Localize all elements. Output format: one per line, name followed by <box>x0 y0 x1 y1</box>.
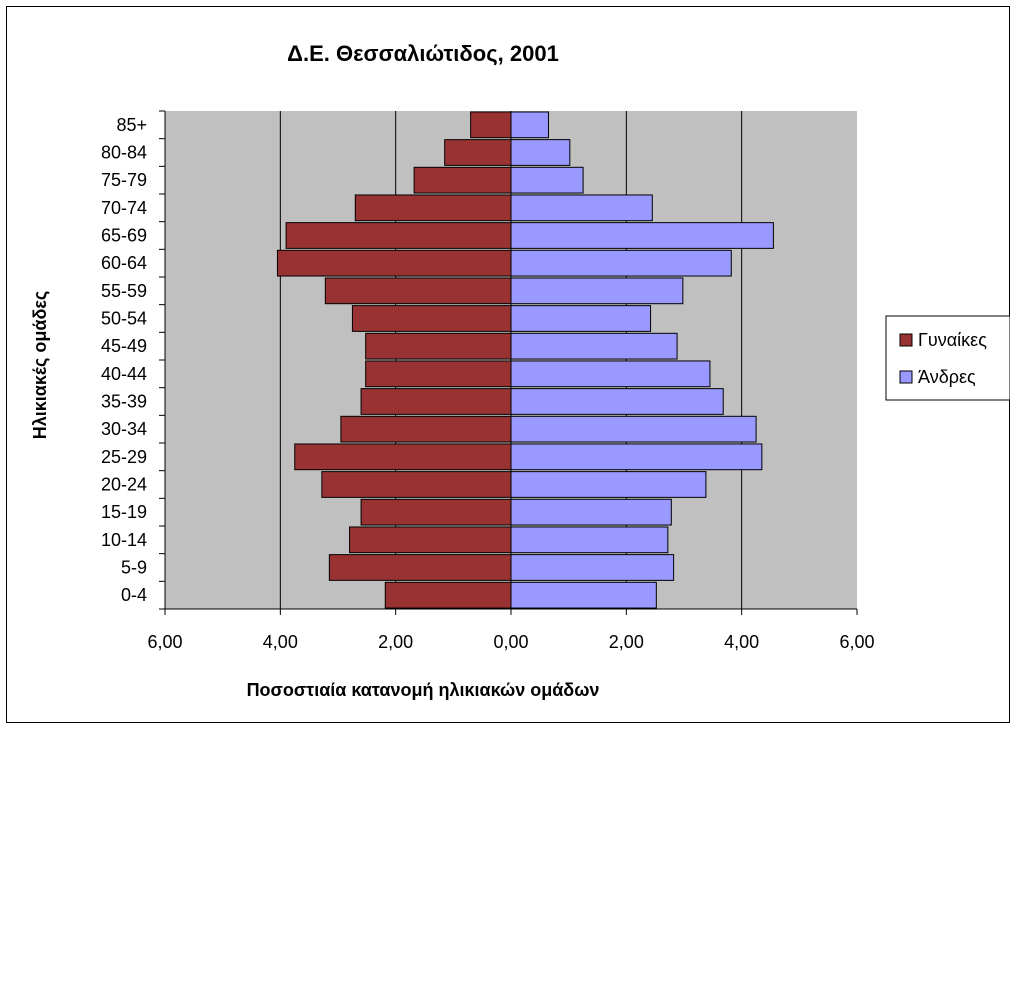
bar-men-20-24 <box>510 471 707 498</box>
y-tick-label: 45-49 <box>101 336 147 356</box>
bar-men-5-9 <box>510 554 675 581</box>
legend-swatch-men <box>899 370 913 384</box>
bar-men-15-19 <box>510 498 672 526</box>
y-tick-label: 80-84 <box>101 143 147 163</box>
bar-women-0-4 <box>384 581 512 609</box>
y-tick-label: 5-9 <box>121 558 147 578</box>
y-tick-label: 40-44 <box>101 364 147 384</box>
bar-men-35-39 <box>510 388 724 415</box>
y-tick-label: 10-14 <box>101 530 147 550</box>
bar-women-60-64 <box>276 249 512 277</box>
y-tick-label: 75-79 <box>101 170 147 190</box>
y-tick-label: 60-64 <box>101 253 147 273</box>
x-tick-label: 4,00 <box>263 632 298 652</box>
x-axis-title: Ποσοστιαία κατανομή ηλικιακών ομάδων <box>247 680 600 700</box>
bar-women-45-49 <box>365 332 512 360</box>
y-tick-label: 15-19 <box>101 502 147 522</box>
bar-women-55-59 <box>324 277 512 305</box>
bar-women-35-39 <box>360 388 512 415</box>
plot-area: 6,00 4,00 2,00 0,00 2,00 4,00 6,00 0-4 5-9 10-14 1… <box>101 110 875 652</box>
x-tick-label: 0,00 <box>493 632 528 652</box>
y-tick-label: 30-34 <box>101 419 147 439</box>
bar-women-70-74 <box>354 194 512 222</box>
legend-swatch-women <box>899 333 913 347</box>
bar-women-65-69 <box>285 222 512 249</box>
y-tick-label: 20-24 <box>101 475 147 495</box>
bar-men-25-29 <box>510 443 763 471</box>
bar-men-10-14 <box>510 526 669 554</box>
x-tick-label: 6,00 <box>147 632 182 652</box>
x-tick-label: 2,00 <box>609 632 644 652</box>
x-tick-label: 4,00 <box>724 632 759 652</box>
legend-label-men: Άνδρες <box>918 367 976 387</box>
bar-men-60-64 <box>510 249 732 277</box>
x-tick-label: 6,00 <box>839 632 874 652</box>
bar-men-30-34 <box>510 415 757 443</box>
bar-women-10-14 <box>349 526 512 554</box>
y-tick-label: 85+ <box>116 115 147 135</box>
bar-women-40-44 <box>365 360 512 388</box>
y-tick-label: 25-29 <box>101 447 147 467</box>
bar-men-75-79 <box>510 166 584 194</box>
x-tick-label: 2,00 <box>378 632 413 652</box>
y-tick-label: 65-69 <box>101 226 147 246</box>
bar-men-40-44 <box>510 360 711 388</box>
bar-women-5-9 <box>328 554 512 581</box>
y-tick-label: 70-74 <box>101 198 147 218</box>
chart-frame: Δ.Ε. Θεσσαλιώτιδος, 2001 6,00 4,00 2,00 0,0… <box>6 6 1016 1006</box>
bar-women-85+ <box>470 111 512 139</box>
bar-women-20-24 <box>321 471 512 498</box>
y-axis-title: Ηλικιακές ομάδες <box>30 291 50 440</box>
legend-label-women: Γυναίκες <box>918 330 987 350</box>
legend: Γυναίκες Άνδρες <box>885 315 1010 401</box>
bar-women-75-79 <box>413 166 512 194</box>
bar-men-0-4 <box>510 581 657 609</box>
bar-women-25-29 <box>294 443 512 471</box>
bar-women-15-19 <box>360 498 512 526</box>
chart-title: Δ.Ε. Θεσσαλιώτιδος, 2001 <box>287 41 559 66</box>
legend-box <box>885 315 1010 401</box>
chart-canvas: Δ.Ε. Θεσσαλιώτιδος, 2001 6,00 4,00 2,00 0,0… <box>6 6 1010 723</box>
bar-men-50-54 <box>510 305 652 332</box>
y-tick-label: 35-39 <box>101 392 147 412</box>
y-tick-label: 0-4 <box>121 585 147 605</box>
y-tick-label: 50-54 <box>101 309 147 329</box>
bar-men-55-59 <box>510 277 684 305</box>
y-tick-label: 55-59 <box>101 281 147 301</box>
bar-women-30-34 <box>340 415 512 443</box>
bar-men-85+ <box>510 111 549 139</box>
bar-women-80-84 <box>444 139 512 166</box>
bar-men-80-84 <box>510 139 571 166</box>
bar-women-50-54 <box>351 305 512 332</box>
bar-men-70-74 <box>510 194 653 222</box>
bar-men-45-49 <box>510 332 678 360</box>
bar-men-65-69 <box>510 222 774 249</box>
